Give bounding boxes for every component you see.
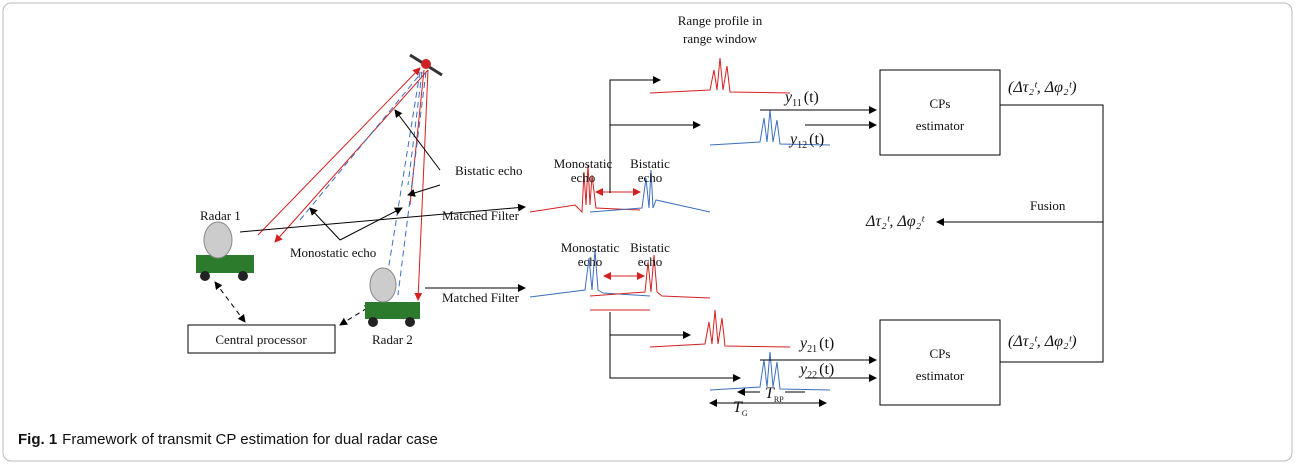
echo-label: Monostatic (561, 240, 620, 255)
estimator-label: estimator (916, 368, 965, 383)
estimator-label: CPs (930, 96, 951, 111)
matched-filter: Matched Filter (442, 290, 520, 305)
radar-1: Radar 1 (200, 208, 241, 223)
echo-label: Bistatic (630, 240, 670, 255)
echo-label: echo (571, 170, 596, 185)
radar-1-icon (196, 221, 254, 281)
central-processor: Central processor (215, 332, 307, 347)
target (409, 53, 443, 77)
matched-filter: Matched Filter (442, 208, 520, 223)
echo-label: Monostatic (554, 156, 613, 171)
radar-2: Radar 2 (372, 332, 413, 347)
signal-label: y22 (t) (798, 361, 834, 381)
window-label: TG (733, 399, 748, 418)
estimate: (Δτ₂ᵗ, Δφ₂ᵗ) (1008, 333, 1077, 350)
estimator-label: estimator (916, 118, 965, 133)
echo-label: echo (638, 254, 663, 269)
fused-estimate: Δτ₂ᵗ, Δφ₂ᵗ (865, 213, 925, 230)
flow (609, 69, 1104, 407)
signal-label: y11 (t) (783, 89, 819, 109)
range-profile-label: Range profile in (678, 13, 763, 28)
monostatic-echo: Monostatic echo (290, 245, 376, 260)
frame (2, 2, 1293, 462)
radar-2-icon (365, 267, 420, 327)
signal-label: y12 (t) (788, 131, 824, 151)
annotation-arrows (214, 109, 526, 326)
bistatic-echo: Bistatic echo (455, 163, 523, 178)
fusion-label: Fusion (1030, 198, 1066, 213)
estimator-label: CPs (930, 346, 951, 361)
caption: Fig. 1 Framework of transmit CP estimatio… (18, 431, 438, 448)
central-processor-box (187, 324, 336, 354)
estimate: (Δτ₂ᵗ, Δφ₂ᵗ) (1008, 79, 1077, 96)
echo-label: echo (638, 170, 663, 185)
rays (257, 67, 429, 301)
signal-label: y21 (t) (798, 335, 834, 355)
echo-label: echo (578, 254, 603, 269)
range-profile-label: range window (683, 31, 758, 46)
echo-label: Bistatic (630, 156, 670, 171)
waveforms (529, 57, 831, 391)
window-label: TRP (765, 385, 784, 404)
